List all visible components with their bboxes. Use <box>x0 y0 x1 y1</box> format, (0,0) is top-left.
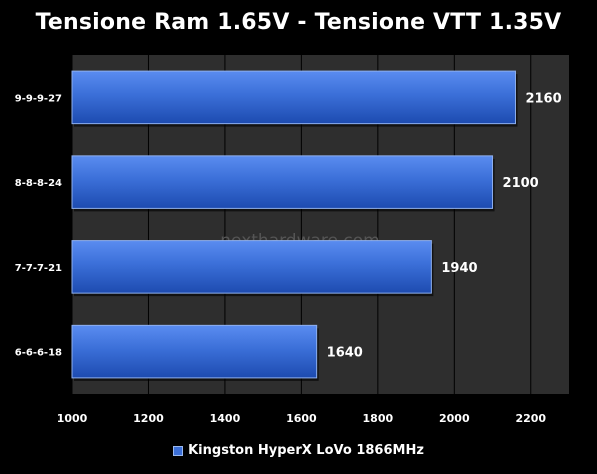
data-label: 1940 <box>441 261 477 276</box>
bar <box>71 155 494 209</box>
x-tick-label: 1000 <box>57 412 88 425</box>
chart-title: Tensione Ram 1.65V - Tensione VTT 1.35V <box>35 10 562 35</box>
bar <box>71 70 516 125</box>
x-tick-label: 1200 <box>133 412 164 425</box>
y-category-label: 6-6-6-18 <box>15 348 62 359</box>
y-category-label: 8-8-8-24 <box>15 178 62 189</box>
legend-swatch <box>173 445 184 456</box>
data-label: 1640 <box>327 346 363 361</box>
legend: Kingston HyperX LoVo 1866MHz <box>0 443 597 458</box>
bar <box>71 240 432 294</box>
legend-label: Kingston HyperX LoVo 1866MHz <box>188 443 424 458</box>
x-tick-label: 1400 <box>210 412 241 425</box>
y-category-label: 7-7-7-21 <box>15 263 62 274</box>
bar <box>71 324 318 379</box>
x-tick-label: 1600 <box>286 412 317 425</box>
y-category-label: 9-9-9-27 <box>15 93 62 104</box>
x-tick-label: 1800 <box>363 412 394 425</box>
x-tick-label: 2200 <box>515 412 546 425</box>
data-label: 2100 <box>503 176 539 191</box>
x-tick-label: 2000 <box>439 412 470 425</box>
data-label: 2160 <box>525 91 561 106</box>
